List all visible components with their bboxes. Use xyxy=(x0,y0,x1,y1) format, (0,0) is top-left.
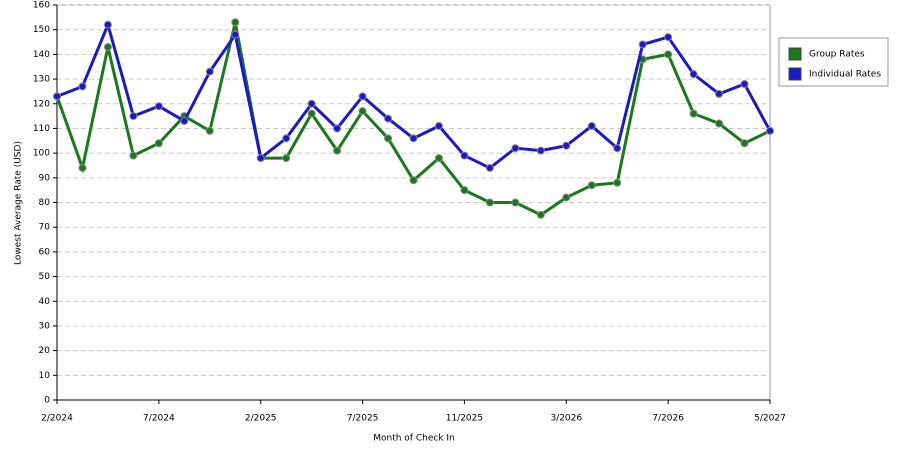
point xyxy=(511,144,520,153)
point xyxy=(333,124,342,133)
y-tick-label: 30 xyxy=(39,321,51,331)
point xyxy=(562,141,571,150)
y-tick-label: 10 xyxy=(39,371,51,381)
point xyxy=(485,163,494,172)
point xyxy=(409,176,418,185)
point xyxy=(715,89,724,98)
y-tick-label: 70 xyxy=(39,223,51,233)
x-tick-label: 7/2024 xyxy=(143,414,175,424)
point xyxy=(434,121,443,130)
point xyxy=(129,151,138,160)
point xyxy=(384,134,393,143)
point xyxy=(485,198,494,207)
point xyxy=(460,151,469,160)
y-tick-label: 140 xyxy=(33,50,50,60)
point xyxy=(103,20,112,29)
point xyxy=(511,198,520,207)
point xyxy=(562,193,571,202)
point xyxy=(409,134,418,143)
point xyxy=(129,112,138,121)
point xyxy=(205,67,214,76)
point xyxy=(205,126,214,135)
y-tick-label: 90 xyxy=(39,173,51,183)
x-tick-label: 3/2026 xyxy=(550,414,582,424)
y-tick-label: 60 xyxy=(39,247,51,257)
y-tick-label: 80 xyxy=(39,198,51,208)
y-tick-label: 110 xyxy=(33,124,50,134)
x-tick-label: 5/2027 xyxy=(754,414,786,424)
x-tick-label: 11/2025 xyxy=(446,414,483,424)
point xyxy=(256,154,265,163)
y-tick-label: 100 xyxy=(33,149,50,159)
point xyxy=(231,30,240,39)
y-tick-label: 20 xyxy=(39,346,51,356)
point xyxy=(53,92,61,101)
point xyxy=(638,40,647,49)
point xyxy=(740,139,749,148)
point xyxy=(282,134,291,143)
point xyxy=(434,154,443,163)
point xyxy=(587,181,596,190)
point xyxy=(664,33,673,42)
x-tick-label: 7/2025 xyxy=(347,414,379,424)
point xyxy=(154,139,163,148)
legend-label: Group Rates xyxy=(809,50,865,60)
point xyxy=(180,117,189,126)
y-tick-label: 50 xyxy=(39,272,51,282)
legend-swatch xyxy=(788,47,802,61)
point xyxy=(333,146,342,155)
point xyxy=(613,144,622,153)
point xyxy=(78,163,87,172)
point xyxy=(358,107,367,116)
series-line xyxy=(55,21,771,217)
legend-label: Individual Rates xyxy=(809,70,881,80)
point xyxy=(103,42,112,51)
point xyxy=(689,109,698,118)
y-tick-label: 130 xyxy=(33,75,50,85)
point xyxy=(613,178,622,187)
x-tick-label: 7/2026 xyxy=(652,414,684,424)
point xyxy=(307,99,316,108)
x-tick-label: 2/2024 xyxy=(41,414,73,424)
point xyxy=(460,186,469,195)
point xyxy=(307,109,316,118)
point xyxy=(740,80,749,88)
y-tick-label: 160 xyxy=(33,1,50,11)
series-line xyxy=(56,20,772,170)
point xyxy=(689,70,698,79)
y-axis-label: Lowest Average Rate (USD) xyxy=(14,141,24,265)
point xyxy=(358,92,367,101)
point xyxy=(282,154,291,163)
point xyxy=(715,119,724,128)
y-tick-label: 0 xyxy=(44,396,50,406)
point xyxy=(664,50,673,59)
point xyxy=(536,146,545,155)
point xyxy=(384,114,393,123)
y-tick-label: 120 xyxy=(33,99,50,109)
point xyxy=(587,121,596,130)
x-tick-label: 2/2025 xyxy=(245,414,277,424)
y-tick-label: 150 xyxy=(33,25,50,35)
x-axis-label: Month of Check In xyxy=(373,434,455,444)
point xyxy=(78,82,87,91)
legend-swatch xyxy=(788,67,802,81)
point xyxy=(766,126,774,135)
point xyxy=(154,102,163,111)
point xyxy=(231,18,240,27)
point xyxy=(536,210,545,219)
y-tick-label: 40 xyxy=(39,297,51,307)
